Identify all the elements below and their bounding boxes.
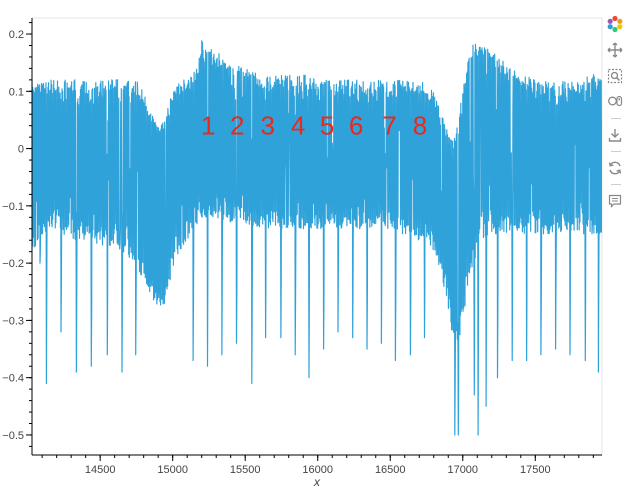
hover-tool-button[interactable]	[604, 191, 626, 211]
y-tick-label: −0.5	[2, 430, 24, 442]
annotation-label: 6	[349, 111, 363, 141]
bokeh-logo-button[interactable]	[604, 14, 626, 34]
x-tick-label: 15500	[230, 464, 261, 476]
y-axis: 0.2 0.1 0 −0.1 −0.2 −0.3 −0.4 −0.5	[2, 22, 32, 447]
toolbar-divider	[611, 151, 621, 152]
y-tick-label: 0.2	[9, 29, 24, 41]
y-tick-label: −0.3	[2, 315, 24, 327]
plot-toolbar	[604, 14, 628, 217]
series-line	[32, 40, 602, 436]
series-layer	[32, 40, 602, 436]
y-tick-label: −0.2	[2, 258, 24, 270]
hover-icon	[608, 194, 622, 208]
annotation-label: 5	[320, 111, 334, 141]
annotation-label: 7	[382, 111, 396, 141]
y-tick-label: −0.4	[2, 373, 24, 385]
y-tick-label: 0.1	[9, 86, 24, 98]
box-zoom-tool-button[interactable]	[604, 66, 626, 86]
pan-tool-button[interactable]	[604, 40, 626, 60]
x-tick-label: 17000	[447, 464, 478, 476]
x-tick-label: 15000	[157, 464, 188, 476]
x-axis: 14500 15000 15500 16000 16500 17000 17500	[41, 455, 594, 476]
reset-tool-button[interactable]	[604, 158, 626, 178]
box-zoom-icon	[607, 68, 623, 84]
toolbar-divider	[611, 184, 621, 185]
wheel-zoom-tool-button[interactable]	[604, 92, 626, 112]
bokeh-logo-icon	[607, 15, 623, 33]
x-tick-label: 17500	[520, 464, 551, 476]
reset-icon	[608, 161, 622, 175]
save-tool-button[interactable]	[604, 125, 626, 145]
annotation-label: 3	[260, 111, 274, 141]
pan-icon	[607, 42, 623, 58]
x-tick-label: 16000	[302, 464, 333, 476]
annotation-label: 2	[230, 111, 244, 141]
y-tick-label: −0.1	[2, 201, 24, 213]
wheel-zoom-icon	[608, 95, 623, 107]
annotation-label: 1	[201, 111, 215, 141]
y-tick-label: 0	[18, 144, 24, 156]
annotation-label: 4	[291, 111, 305, 141]
x-tick-label: 16500	[375, 464, 406, 476]
save-icon	[608, 129, 622, 142]
toolbar-divider	[611, 118, 621, 119]
x-tick-label: 14500	[85, 464, 116, 476]
x-axis-title: x	[313, 475, 321, 489]
annotation-label: 8	[413, 111, 427, 141]
